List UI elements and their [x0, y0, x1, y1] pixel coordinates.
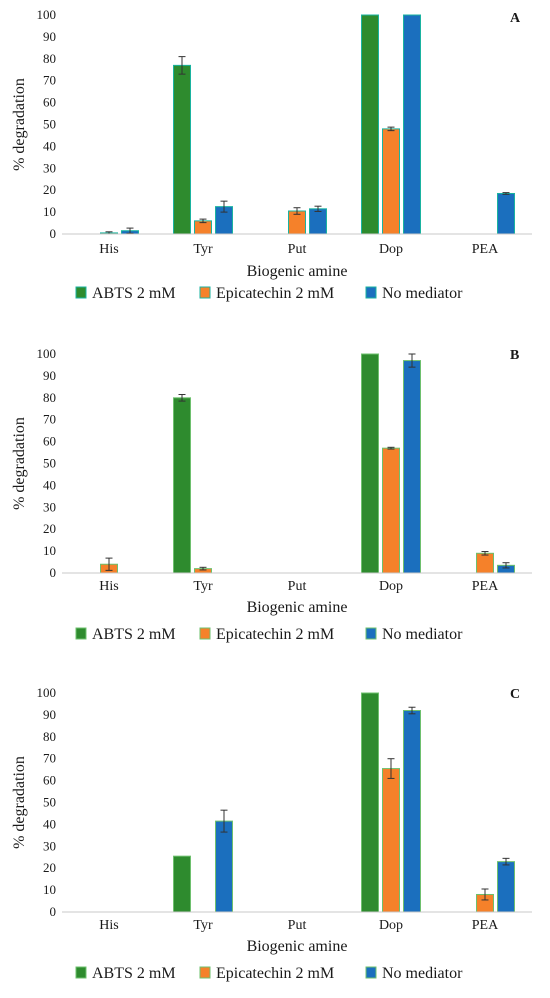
bar-epicatechin-dop — [382, 447, 400, 574]
legend-swatch-abts — [75, 627, 87, 640]
panel-label: A — [510, 11, 521, 26]
y-tick-label: 20 — [43, 521, 56, 536]
y-tick-label: 40 — [43, 477, 56, 492]
y-tick-label: 0 — [50, 904, 57, 919]
bar-no_mediator-dop — [403, 14, 421, 235]
x-tick-label: Dop — [379, 579, 403, 594]
y-tick-label: 90 — [43, 368, 56, 383]
x-tick-label: PEA — [472, 918, 499, 933]
bar-no_mediator-pea — [497, 192, 515, 235]
y-axis-title: % degradation — [11, 78, 28, 171]
legend-label: ABTS 2 mM — [92, 285, 176, 302]
legend-label: ABTS 2 mM — [92, 626, 176, 643]
legend-swatch-abts — [75, 966, 87, 979]
y-axis-title: % degradation — [11, 756, 28, 849]
x-tick-label: His — [99, 242, 118, 257]
y-tick-label: 50 — [43, 456, 56, 471]
x-tick-label: Dop — [379, 242, 403, 257]
x-tick-label: Dop — [379, 918, 403, 933]
chart-panel-c: 0 10 20 30 40 50 60 70 80 90 100 % degradation His Ty… — [11, 685, 532, 982]
x-axis-title: Biogenic amine — [247, 938, 348, 955]
y-tick-label: 0 — [50, 226, 57, 241]
x-tick-label: PEA — [472, 242, 499, 257]
legend-label: No mediator — [382, 965, 463, 982]
y-tick-label: 80 — [43, 390, 56, 405]
y-tick-label: 50 — [43, 117, 56, 132]
x-tick-label: PEA — [472, 579, 499, 594]
legend-swatch-epicatechin — [199, 627, 211, 640]
bar-no_mediator-dop — [403, 710, 421, 913]
x-tick-label: Tyr — [193, 242, 213, 257]
bar-no_mediator-put — [309, 208, 327, 235]
legend-swatch-epicatechin — [199, 966, 211, 979]
y-tick-label: 40 — [43, 816, 56, 831]
legend-label: Epicatechin 2 mM — [216, 965, 334, 982]
legend-label: No mediator — [382, 626, 463, 643]
bar-abts-dop — [361, 14, 379, 235]
y-tick-label: 10 — [43, 204, 56, 219]
panel-label: C — [510, 687, 520, 702]
y-tick-label: 0 — [50, 565, 57, 580]
y-tick-label: 90 — [43, 29, 56, 44]
x-axis-title: Biogenic amine — [247, 263, 348, 280]
y-tick-label: 80 — [43, 51, 56, 66]
y-tick-label: 100 — [37, 7, 57, 22]
bar-epicatechin-pea — [476, 552, 494, 574]
y-tick-label: 30 — [43, 499, 56, 514]
x-tick-label: His — [99, 918, 118, 933]
legend-label: ABTS 2 mM — [92, 965, 176, 982]
bar-abts-tyr — [173, 64, 191, 235]
legend-swatch-no_mediator — [365, 627, 377, 640]
y-tick-label: 40 — [43, 138, 56, 153]
legend-swatch-no_mediator — [365, 966, 377, 979]
bar-abts-tyr — [173, 397, 191, 574]
legend-label: No mediator — [382, 285, 463, 302]
legend-swatch-no_mediator — [365, 286, 377, 299]
y-tick-label: 100 — [37, 346, 57, 361]
bar-abts-dop — [361, 692, 379, 913]
x-tick-label: Put — [288, 579, 307, 594]
x-tick-label: Put — [288, 918, 307, 933]
legend-swatch-abts — [75, 286, 87, 299]
y-tick-label: 10 — [43, 543, 56, 558]
y-tick-label: 80 — [43, 729, 56, 744]
y-tick-label: 10 — [43, 882, 56, 897]
y-tick-label: 90 — [43, 707, 56, 722]
x-axis-title: Biogenic amine — [247, 599, 348, 616]
bar-no_mediator-pea — [497, 861, 515, 913]
bar-abts-dop — [361, 353, 379, 574]
y-tick-label: 30 — [43, 160, 56, 175]
bar-no_mediator-dop — [403, 360, 421, 574]
y-tick-label: 60 — [43, 95, 56, 110]
y-tick-label: 60 — [43, 773, 56, 788]
y-tick-label: 50 — [43, 795, 56, 810]
y-tick-label: 30 — [43, 838, 56, 853]
y-tick-label: 20 — [43, 860, 56, 875]
y-tick-label: 70 — [43, 751, 56, 766]
y-tick-label: 70 — [43, 412, 56, 427]
panel-label: B — [510, 348, 519, 363]
y-tick-label: 70 — [43, 73, 56, 88]
chart-panel-a: 0 10 20 30 40 50 60 70 80 90 100 % degradation His Ty… — [11, 7, 532, 302]
bar-epicatechin-dop — [382, 768, 400, 913]
x-tick-label: Tyr — [193, 579, 213, 594]
legend-label: Epicatechin 2 mM — [216, 626, 334, 643]
x-tick-label: Tyr — [193, 918, 213, 933]
legend-label: Epicatechin 2 mM — [216, 285, 334, 302]
bar-no_mediator-tyr — [215, 820, 233, 913]
bar-abts-tyr — [173, 855, 191, 913]
legend-swatch-epicatechin — [199, 286, 211, 299]
y-tick-label: 60 — [43, 434, 56, 449]
y-tick-label: 20 — [43, 182, 56, 197]
y-axis-title: % degradation — [11, 417, 28, 510]
x-tick-label: His — [99, 579, 118, 594]
y-tick-label: 100 — [37, 685, 57, 700]
bar-epicatechin-dop — [382, 128, 400, 235]
x-tick-label: Put — [288, 242, 307, 257]
chart-panel-b: 0 10 20 30 40 50 60 70 80 90 100 % degradation His Ty… — [11, 346, 532, 643]
